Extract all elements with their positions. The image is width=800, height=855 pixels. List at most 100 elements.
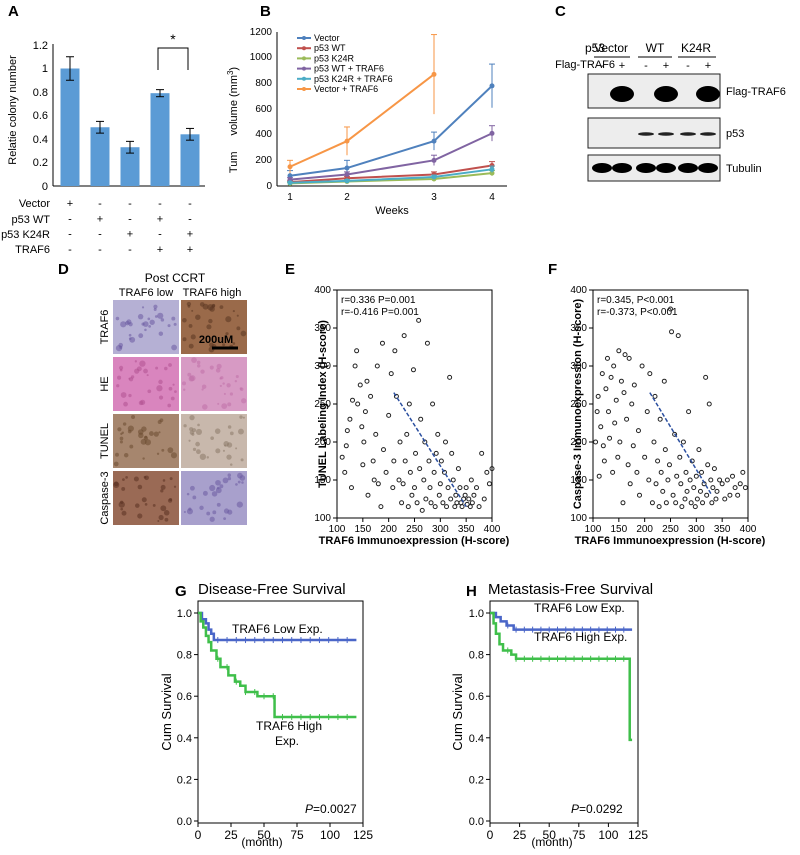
scatter-point — [489, 466, 495, 472]
data-point — [431, 71, 437, 77]
tissue-cell — [216, 502, 221, 507]
panel-d: D Post CCRT TRAF6 low TRAF6 high 200uM T… — [58, 261, 247, 525]
data-point — [431, 174, 437, 180]
panel-b-ytick: 200 — [255, 155, 272, 166]
series-line — [289, 168, 493, 184]
scatter-point — [706, 401, 712, 407]
scatter-point — [445, 485, 451, 491]
tissue-cell — [183, 510, 186, 514]
condition-sign: - — [128, 198, 132, 210]
scatter-point — [674, 473, 680, 479]
scatter-point — [687, 477, 693, 483]
tissue-cell — [237, 480, 241, 484]
condition-sign: - — [158, 198, 162, 210]
panel-a-ytick: 0.4 — [33, 134, 48, 146]
tissue-cell — [121, 510, 127, 516]
panel-a-ylabel: Relatie colony number — [7, 55, 19, 165]
scatter-point — [441, 469, 447, 475]
band-tubulin — [612, 163, 632, 173]
scatter-point — [694, 496, 700, 502]
tissue-cell — [144, 503, 148, 506]
band-label-flag: Flag-TRAF6 — [726, 86, 786, 98]
scatter-point — [635, 428, 641, 434]
condition-sign: + — [97, 213, 103, 225]
scatter-point — [642, 454, 648, 460]
tissue-cell — [200, 369, 205, 374]
tissue-cell — [240, 330, 247, 337]
tissue-cell — [196, 360, 201, 365]
tissue-cell — [122, 478, 125, 482]
scatter-point — [386, 412, 392, 418]
band-tubulin — [656, 163, 676, 173]
tissue-cell — [159, 418, 164, 423]
scatter-point — [656, 504, 662, 510]
scatter-point — [699, 469, 704, 475]
legend-entry: p53 WT — [314, 43, 346, 53]
panel-b-xlabel: Weeks — [375, 205, 409, 217]
scatter-point — [677, 454, 683, 460]
scatter-point — [443, 439, 448, 445]
bar — [180, 134, 200, 186]
tissue-cell — [189, 414, 195, 421]
tissue-cell — [174, 390, 177, 393]
tissue-cell — [152, 504, 156, 507]
tissue-cell — [117, 375, 122, 380]
condition-sign: + — [157, 244, 163, 256]
ihc-title: Post CCRT — [145, 271, 206, 285]
tissue-cell — [142, 457, 145, 460]
tissue-cell — [141, 426, 147, 432]
tissue-cell — [157, 312, 164, 319]
y-tick-label: 350 — [570, 323, 587, 334]
panel-b-xtick: 3 — [431, 192, 437, 203]
scatter-point — [724, 477, 730, 483]
ylabel-main: volume (mm — [228, 75, 240, 136]
x-tick-label: 75 — [290, 828, 304, 842]
tissue-cell — [229, 431, 234, 436]
tissue-cell — [186, 508, 193, 515]
pvalue-number: =0.0292 — [579, 802, 623, 816]
condition-sign: - — [98, 229, 102, 241]
tissue-cell — [201, 384, 207, 389]
data-point — [489, 162, 495, 168]
tissue-cell — [209, 365, 214, 370]
scatter-point — [479, 450, 485, 456]
panel-a: A Relatie colony number 0 0.2 0.4 0.6 0.… — [1, 3, 205, 256]
tissue-cell — [167, 403, 172, 408]
panel-h-frame — [489, 600, 639, 824]
scatter-point — [661, 378, 667, 384]
tissue-cell — [115, 316, 120, 321]
y-tick-label: 250 — [570, 399, 587, 410]
tissue-cell — [134, 360, 137, 363]
scatter-point — [601, 458, 607, 464]
panel-a-yticks: 0 0.2 0.4 0.6 0.8 1 1.2 — [33, 40, 48, 193]
y-tick-label: 0.2 — [469, 774, 484, 786]
tissue-cell — [215, 448, 221, 454]
tissue-cell — [163, 510, 170, 516]
y-tick-label: 300 — [570, 361, 587, 372]
scatter-point — [714, 488, 720, 494]
trend-line — [649, 392, 713, 496]
bar — [150, 93, 170, 186]
tissue-cell — [123, 401, 128, 407]
tissue-cell — [221, 403, 228, 410]
scatter-point — [617, 439, 623, 445]
scatter-point — [432, 504, 438, 510]
band-p53 — [638, 132, 654, 136]
scatter-point — [401, 333, 407, 339]
panel-g: G Disease-Free Survival Cum Survival (mo… — [159, 581, 373, 849]
band-p53 — [680, 132, 696, 136]
panel-e-stat: r=-0.416 P=0.001 — [341, 307, 419, 318]
scatter-point — [696, 447, 702, 453]
tissue-cell — [172, 383, 175, 386]
tissue-cell — [142, 321, 149, 327]
tissue-cell — [236, 314, 239, 317]
scatter-point — [481, 496, 487, 502]
panel-letter-d: D — [58, 261, 69, 278]
scatter-point — [660, 488, 666, 494]
tissue-cell — [199, 453, 207, 460]
scatter-point — [428, 500, 434, 506]
ylabel-sup: 3 — [226, 70, 235, 75]
scatter-point — [348, 485, 354, 491]
tissue-cell — [223, 508, 230, 514]
legend-marker — [302, 46, 306, 51]
